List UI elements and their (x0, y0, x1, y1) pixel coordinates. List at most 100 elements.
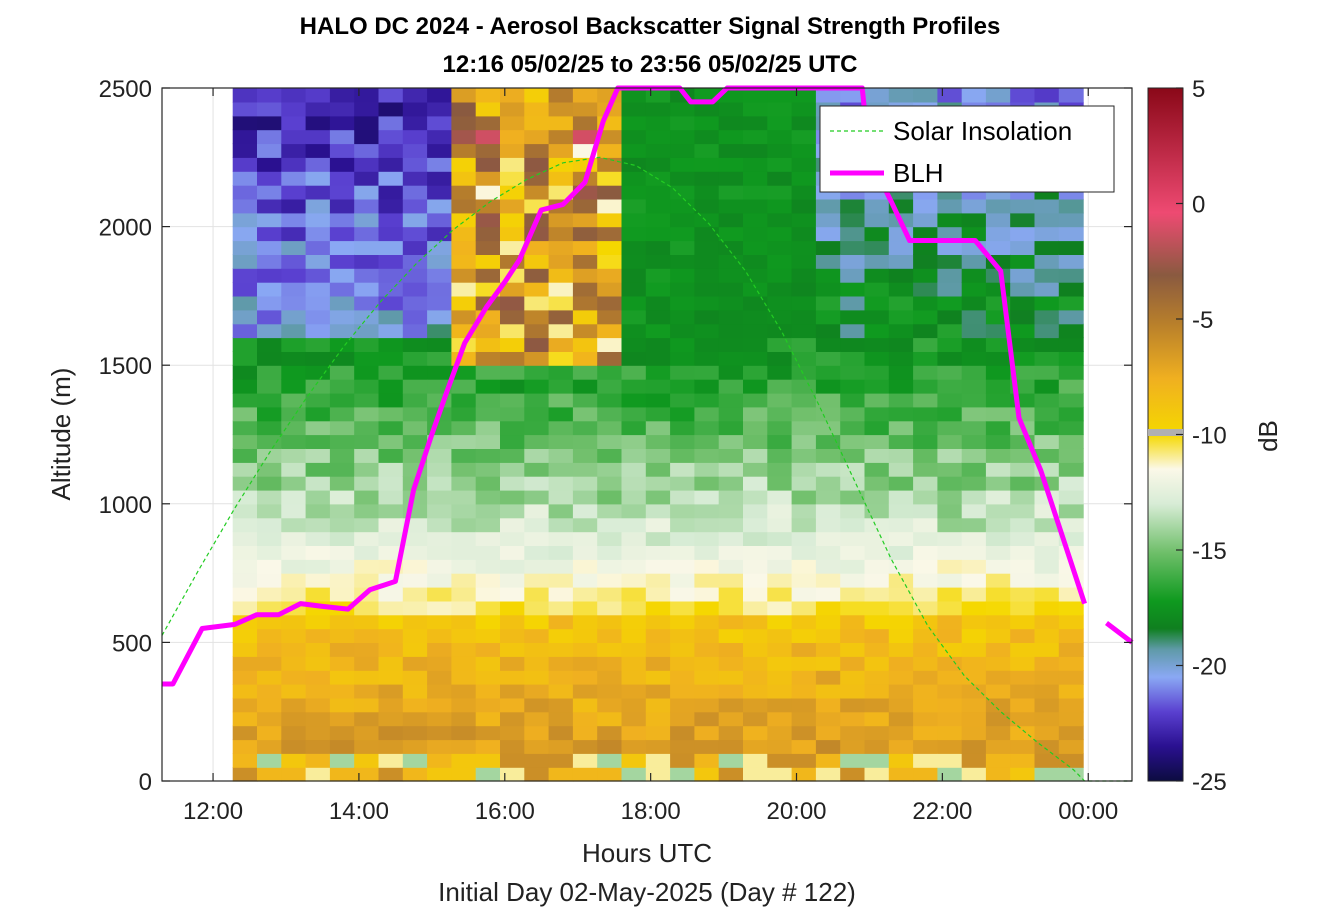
heatmap-cell (500, 143, 525, 158)
heatmap-cell (791, 600, 817, 616)
heatmap-cell (937, 476, 963, 491)
heatmap-cell (597, 420, 623, 436)
heatmap-cell (475, 143, 501, 158)
heatmap-cell (329, 309, 355, 325)
heatmap-cell (475, 212, 501, 228)
heatmap-cell (670, 129, 695, 145)
heatmap-cell (354, 434, 380, 449)
heatmap-cell (427, 337, 452, 352)
heatmap-cell (257, 711, 282, 727)
heatmap-cell (840, 614, 866, 630)
heatmap-cell (621, 559, 647, 574)
heatmap-cell (961, 503, 987, 519)
heatmap-cell (743, 115, 768, 131)
heatmap-cell (815, 379, 841, 394)
heatmap-cell (548, 587, 574, 602)
heatmap-cell (354, 503, 380, 519)
heatmap-cell (670, 365, 695, 380)
heatmap-cell (1034, 753, 1060, 768)
heatmap-cell (257, 323, 282, 339)
heatmap-cell (743, 420, 768, 436)
heatmap-cell (718, 240, 744, 255)
heatmap-cell (767, 129, 793, 145)
heatmap-cell (937, 628, 963, 643)
heatmap-cell (718, 323, 744, 339)
heatmap-cell (694, 157, 720, 172)
heatmap-cell (427, 711, 452, 727)
heatmap-cell (985, 365, 1011, 380)
heatmap-cell (815, 309, 841, 325)
heatmap-cell (670, 476, 695, 491)
heatmap-cell (451, 295, 477, 311)
heatmap-cell (329, 240, 355, 255)
heatmap-cell (645, 573, 671, 588)
heatmap-cell (281, 157, 307, 172)
heatmap-cell (1034, 351, 1060, 366)
heatmap-cell (743, 212, 768, 228)
heatmap-cell (743, 379, 768, 394)
heatmap-cell (597, 448, 623, 463)
heatmap-cell (913, 559, 938, 574)
heatmap-cell (1034, 559, 1060, 574)
heatmap-cell (257, 226, 282, 242)
heatmap-cell (329, 226, 355, 242)
heatmap-cell (864, 559, 890, 574)
heatmap-cell (1058, 392, 1084, 408)
heatmap-cell (888, 767, 914, 782)
heatmap-cell (548, 531, 574, 546)
heatmap-cell (985, 240, 1011, 255)
colorbar-tick-label: -15 (1192, 538, 1227, 565)
heatmap-cell (645, 282, 671, 297)
heatmap-cell (743, 351, 768, 366)
heatmap-cell (864, 489, 890, 505)
heatmap-cell (354, 309, 380, 325)
heatmap-cell (1034, 684, 1060, 699)
heatmap-cell (645, 268, 671, 283)
heatmap-cell (305, 531, 331, 546)
heatmap-cell (913, 240, 938, 255)
heatmap-cell (815, 517, 841, 533)
heatmap-cell (354, 628, 380, 643)
heatmap-cell (840, 379, 866, 394)
heatmap-cell (548, 434, 574, 449)
heatmap-cell (548, 88, 574, 103)
heatmap-cell (743, 684, 768, 699)
heatmap-cell (694, 697, 720, 713)
heatmap-cell (718, 614, 744, 630)
heatmap-cell (354, 171, 380, 186)
heatmap-cell (232, 115, 258, 131)
heatmap-cell (378, 684, 404, 699)
heatmap-cell (645, 143, 671, 158)
heatmap-cell (329, 545, 355, 560)
heatmap-cell (378, 725, 404, 741)
heatmap-cell (645, 420, 671, 436)
heatmap-cell (305, 697, 331, 713)
heatmap-cell (621, 185, 647, 200)
heatmap-cell (402, 295, 428, 311)
heatmap-cell (500, 115, 525, 131)
heatmap-cell (402, 212, 428, 228)
heatmap-cell (791, 420, 817, 436)
heatmap-cell (815, 670, 841, 685)
heatmap-cell (937, 88, 963, 103)
heatmap-cell (913, 476, 938, 491)
heatmap-cell (548, 670, 574, 685)
heatmap-cell (815, 282, 841, 297)
heatmap-cell (888, 753, 914, 768)
heatmap-cell (572, 406, 598, 422)
heatmap-cell (767, 143, 793, 158)
heatmap-cell (840, 365, 866, 380)
heatmap-cell (597, 392, 623, 408)
heatmap-cell (500, 157, 525, 172)
heatmap-cell (767, 282, 793, 297)
y-tick-label: 2000 (99, 215, 152, 242)
heatmap-cell (548, 157, 574, 172)
heatmap-cell (305, 295, 331, 311)
heatmap-cell (257, 268, 282, 283)
heatmap-cell (961, 476, 987, 491)
heatmap-cell (232, 157, 258, 172)
heatmap-cell (500, 420, 525, 436)
heatmap-cell (694, 434, 720, 449)
heatmap-cell (913, 309, 938, 325)
heatmap-cell (451, 198, 477, 214)
